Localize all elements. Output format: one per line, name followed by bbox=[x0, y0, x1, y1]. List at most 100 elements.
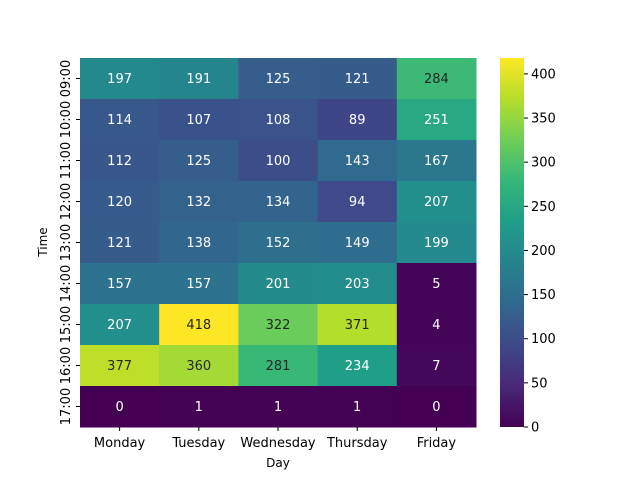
cell-value-label: 107 bbox=[186, 113, 211, 128]
colorbar-ticks: 0 50 100 150 200 250 300 350 400 bbox=[524, 67, 556, 436]
heatmap-cell bbox=[159, 222, 239, 264]
heatmap-cell bbox=[396, 181, 477, 223]
heatmap-cell bbox=[159, 263, 239, 305]
cell-value-label: 157 bbox=[186, 277, 211, 292]
colorbar-tick-label: 400 bbox=[531, 67, 556, 82]
y-axis: 09:00 10:00 11:00 12:00 13:00 14:00 15:00 16:00… bbox=[59, 60, 80, 425]
cell-value-label: 100 bbox=[266, 154, 291, 169]
y-tick-label: 12:00 bbox=[59, 183, 74, 220]
heatmap-cell bbox=[80, 345, 160, 387]
heatmap-cell bbox=[159, 58, 239, 100]
heatmap-cell bbox=[159, 140, 239, 182]
y-tick-label: 10:00 bbox=[59, 101, 74, 138]
cell-value-label: 207 bbox=[424, 195, 449, 210]
heatmap-cell bbox=[317, 181, 398, 223]
cell-value-label: 149 bbox=[345, 236, 370, 251]
heatmap-cell bbox=[396, 345, 477, 387]
x-tick-label: Friday bbox=[417, 436, 457, 451]
cell-value-label: 207 bbox=[107, 318, 132, 333]
colorbar-tick-label: 50 bbox=[531, 376, 548, 391]
cell-value-label: 251 bbox=[424, 113, 449, 128]
cell-value-label: 125 bbox=[186, 154, 211, 169]
cell-value-label: 157 bbox=[107, 277, 132, 292]
cell-value-label: 1 bbox=[195, 400, 203, 415]
cell-value-label: 284 bbox=[424, 72, 449, 87]
heatmap-cell bbox=[238, 140, 319, 182]
heatmap-cell bbox=[396, 140, 477, 182]
colorbar-tick-label: 300 bbox=[531, 156, 556, 171]
heatmap-cell bbox=[80, 140, 160, 182]
heatmap-cell bbox=[396, 222, 477, 264]
heatmap-cell bbox=[396, 386, 477, 428]
heatmap-cell bbox=[80, 99, 160, 141]
cell-value-label: 234 bbox=[345, 359, 370, 374]
cell-value-label: 418 bbox=[186, 318, 211, 333]
cell-value-label: 1 bbox=[353, 400, 361, 415]
cell-value-label: 143 bbox=[345, 154, 370, 169]
cell-value-label: 121 bbox=[345, 72, 370, 87]
colorbar-tick-label: 200 bbox=[531, 244, 556, 259]
cell-value-label: 120 bbox=[107, 195, 132, 210]
heatmap-cell bbox=[238, 345, 319, 387]
heatmap-cell bbox=[80, 304, 160, 346]
heatmap-cell bbox=[396, 304, 477, 346]
cell-value-label: 134 bbox=[266, 195, 291, 210]
heatmap-cell bbox=[238, 304, 319, 346]
heatmap-cell bbox=[238, 222, 319, 264]
heatmap-cell bbox=[80, 263, 160, 305]
heatmap-cell bbox=[317, 345, 398, 387]
cell-value-label: 132 bbox=[186, 195, 211, 210]
cell-value-label: 377 bbox=[107, 359, 132, 374]
x-axis: Monday Tuesday Wednesday Thursday Friday bbox=[94, 427, 456, 451]
heatmap-cell bbox=[159, 304, 239, 346]
heatmap-cell bbox=[159, 181, 239, 223]
colorbar-tick-label: 100 bbox=[531, 332, 556, 347]
heatmap-cell bbox=[317, 263, 398, 305]
heatmap-cell bbox=[238, 181, 319, 223]
colorbar-tick-label: 350 bbox=[531, 112, 556, 127]
cell-value-label: 114 bbox=[107, 113, 132, 128]
cell-value-label: 167 bbox=[424, 154, 449, 169]
y-tick-label: 13:00 bbox=[59, 224, 74, 261]
cell-value-label: 4 bbox=[432, 318, 440, 333]
heatmap-cell bbox=[238, 58, 319, 100]
heatmap-cell bbox=[238, 386, 319, 428]
cell-value-label: 89 bbox=[349, 113, 366, 128]
x-tick-label: Tuesday bbox=[171, 436, 225, 451]
colorbar-gradient bbox=[500, 58, 524, 427]
cell-value-label: 108 bbox=[266, 113, 291, 128]
y-tick-label: 16:00 bbox=[59, 347, 74, 384]
heatmap-cell bbox=[159, 99, 239, 141]
heatmap-cell bbox=[80, 222, 160, 264]
x-tick-label: Thursday bbox=[326, 436, 388, 451]
cell-value-label: 112 bbox=[107, 154, 132, 169]
cell-value-label: 125 bbox=[266, 72, 291, 87]
y-tick-label: 11:00 bbox=[59, 142, 74, 179]
cell-value-label: 5 bbox=[432, 277, 440, 292]
heatmap-cell bbox=[80, 181, 160, 223]
cell-value-label: 0 bbox=[432, 400, 440, 415]
cell-value-label: 201 bbox=[266, 277, 291, 292]
y-tick-label: 17:00 bbox=[59, 388, 74, 425]
x-tick-label: Monday bbox=[94, 436, 146, 451]
cell-value-label: 152 bbox=[266, 236, 291, 251]
heatmap-cell bbox=[396, 263, 477, 305]
heatmap-cell bbox=[80, 386, 160, 428]
cell-value-label: 199 bbox=[424, 236, 449, 251]
heatmap-cell bbox=[317, 304, 398, 346]
heatmap-cell bbox=[317, 222, 398, 264]
cell-value-label: 94 bbox=[349, 195, 366, 210]
y-tick-label: 15:00 bbox=[59, 306, 74, 343]
cell-value-label: 1 bbox=[274, 400, 282, 415]
cell-value-label: 281 bbox=[266, 359, 291, 374]
heatmap-cell bbox=[238, 99, 319, 141]
heatmap-cell bbox=[317, 140, 398, 182]
colorbar-tick-label: 250 bbox=[531, 200, 556, 215]
colorbar: 0 50 100 150 200 250 300 350 400 bbox=[500, 58, 556, 436]
heatmap-cell bbox=[317, 58, 398, 100]
colorbar-tick-label: 150 bbox=[531, 288, 556, 303]
cell-value-label: 7 bbox=[432, 359, 440, 374]
heatmap-cell bbox=[159, 386, 239, 428]
